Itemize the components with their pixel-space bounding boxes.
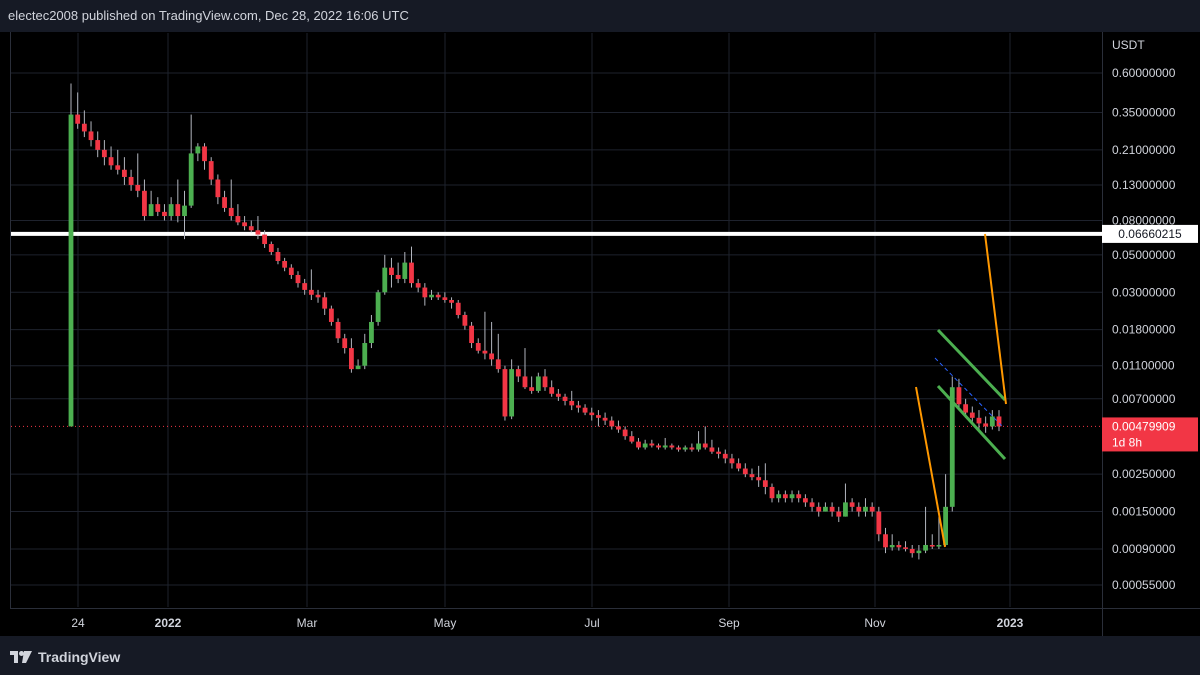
price-axis[interactable] — [1102, 32, 1200, 608]
currency-label: USDT — [1112, 38, 1145, 52]
header-bar: electec2008 published on TradingView.com… — [0, 0, 1200, 32]
publish-info: electec2008 published on TradingView.com… — [8, 8, 409, 23]
footer-logo[interactable]: TradingView — [10, 649, 120, 665]
time-axis[interactable] — [10, 608, 1102, 637]
axis-corner — [1102, 608, 1200, 637]
footer-bar: TradingView — [0, 636, 1200, 675]
footer-brand: TradingView — [38, 649, 121, 665]
chart-pane[interactable] — [10, 32, 1103, 608]
tradingview-logo-icon — [10, 651, 32, 663]
